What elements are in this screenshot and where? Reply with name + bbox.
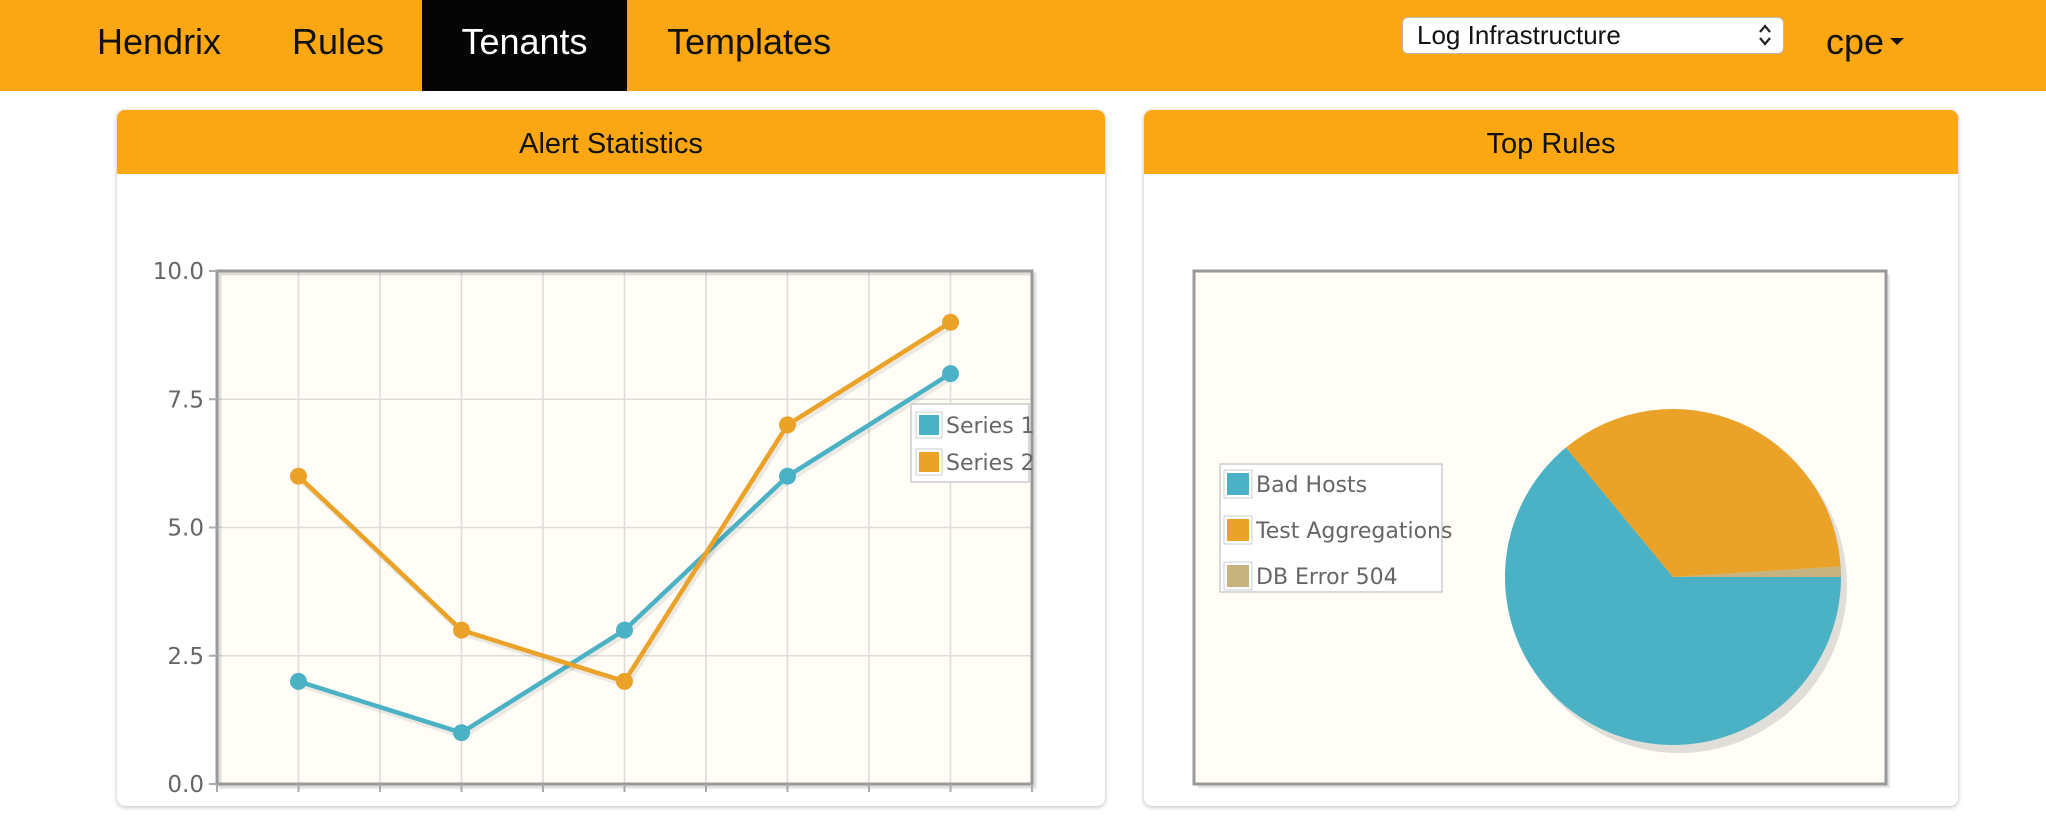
legend-label-test-aggregations: Test Aggregations xyxy=(1255,519,1452,544)
legend-label-series-2: Series 2 xyxy=(946,451,1035,476)
legend-swatch-db-error-504 xyxy=(1227,565,1249,587)
series-2-point xyxy=(290,467,307,485)
y-tick-label: 0.0 xyxy=(167,772,204,798)
nav-item-rules[interactable]: Rules xyxy=(292,21,385,62)
legend-swatch-test-aggregations xyxy=(1227,519,1249,541)
top-navbar: Hendrix Rules Tenants Templates Log Infr… xyxy=(0,0,2046,91)
top-rules-title: Top Rules xyxy=(1144,110,1958,174)
alert-statistics-body: 0.51.01.52.02.53.03.54.04.55.05.50.02.55… xyxy=(117,174,1105,806)
series-2-point xyxy=(453,621,470,639)
plot-shadow xyxy=(218,272,1037,789)
series-2-point xyxy=(779,416,796,434)
pie-slice-bad-hosts xyxy=(1505,447,1841,745)
tenant-select-value: Log Infrastructure xyxy=(1417,20,1621,50)
top-rules-panel: Top Rules Bad Hosts Test Aggregations DB E… xyxy=(1144,110,1958,806)
series-2-point xyxy=(942,313,959,331)
y-tick-label: 5.0 xyxy=(167,516,204,542)
pie-slice-test-aggregations xyxy=(1565,408,1841,577)
y-tick-label: 2.5 xyxy=(167,644,204,670)
alert-statistics-title: Alert Statistics xyxy=(117,110,1105,174)
tenant-select[interactable]: Log Infrastructure xyxy=(1402,17,1784,54)
legend-swatch-series-2 xyxy=(919,452,939,472)
legend-swatch-series-1 xyxy=(919,415,939,435)
series-2-point xyxy=(616,672,633,690)
legend-label-series-1: Series 1 xyxy=(946,414,1035,439)
nav-brand-hendrix[interactable]: Hendrix xyxy=(97,21,222,62)
y-tick-label: 7.5 xyxy=(167,387,204,413)
legend-swatch-bad-hosts xyxy=(1227,473,1249,495)
legend-label-bad-hosts: Bad Hosts xyxy=(1256,473,1367,498)
top-rules-pie-chart: Bad Hosts Test Aggregations DB Error 504 xyxy=(1192,269,1890,788)
legend-label-db-error-504: DB Error 504 xyxy=(1256,565,1398,590)
alert-statistics-line-chart: 0.51.01.52.02.53.03.54.04.55.05.50.02.55… xyxy=(153,259,1037,798)
series-1-point xyxy=(779,467,796,485)
user-menu-label: cpe xyxy=(1826,21,1885,62)
nav-item-tenants[interactable]: Tenants xyxy=(422,0,627,91)
updown-arrows-icon xyxy=(1759,24,1771,46)
series-1-point xyxy=(616,621,633,639)
caret-down-icon xyxy=(1890,37,1905,45)
nav-item-templates[interactable]: Templates xyxy=(667,21,832,62)
series-1-point xyxy=(290,672,307,690)
top-rules-body: Bad Hosts Test Aggregations DB Error 504 xyxy=(1144,174,1958,806)
y-tick-label: 10.0 xyxy=(153,259,204,285)
series-1-point xyxy=(942,365,959,383)
series-1-point xyxy=(453,724,470,742)
user-menu[interactable]: cpe xyxy=(1826,14,1905,74)
alert-statistics-panel: Alert Statistics 0.51.01.52.02.53.03.54.… xyxy=(117,110,1105,806)
pie-slice-db-error-504 xyxy=(1673,566,1841,577)
pie-legend xyxy=(1219,463,1443,593)
